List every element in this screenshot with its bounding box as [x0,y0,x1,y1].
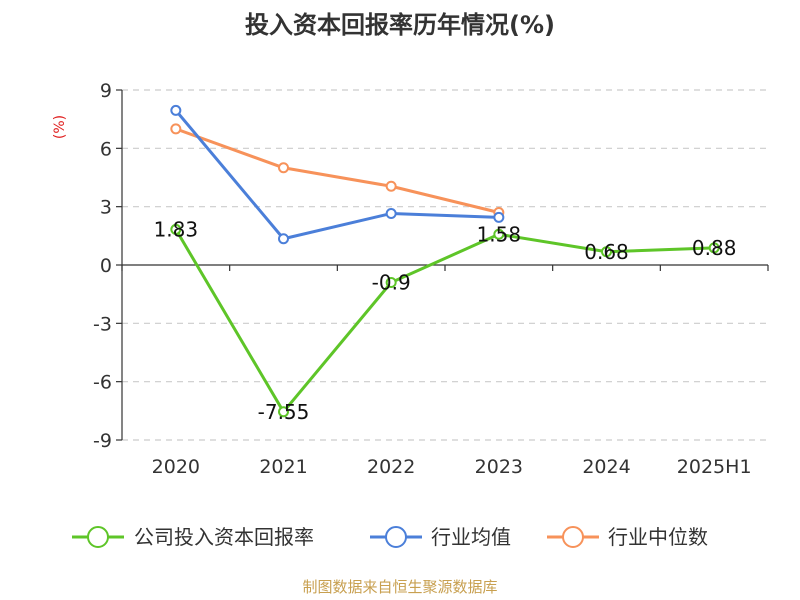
data-label: 0.88 [692,236,737,260]
legend-marker [385,526,407,548]
y-axis-unit: (%) [52,115,68,139]
data-point [385,180,397,192]
series-line [174,109,499,241]
series-line [174,228,715,414]
data-point [278,233,289,245]
source-note: 制图数据来自恒生聚源数据库 [302,578,497,596]
legend-label: 行业中位数 [608,525,708,549]
data-point [385,277,397,288]
legend-marker [87,526,109,548]
y-tick-label: -6 [93,372,112,394]
legend-item: 公司投入资本回报率 [72,525,314,549]
data-label: 1.58 [477,222,522,246]
data-point [493,211,505,223]
legend-label: 行业均值 [431,525,511,549]
series-0 [170,223,720,418]
series-2 [170,123,505,218]
data-labels: 1.83 -7.55 -0.9 1.58 0.68 0.88 [154,217,737,423]
x-tick-label: 2020 [152,456,200,478]
data-point [278,162,289,174]
series-lines [170,104,720,418]
data-point [493,228,505,240]
chart-title: 投入资本回报率历年情况(%) [245,11,555,39]
data-point [170,123,182,135]
series-1 [170,104,505,245]
legend-item: 行业均值 [370,525,511,549]
x-tick-label: 2022 [367,456,415,478]
data-point [278,406,289,418]
x-tick-label: 2024 [582,456,630,478]
y-tick-label: -3 [93,313,112,335]
axes: 9 6 3 0 -3 -6 -9 2020 2021 2022 2023 2024 2025H1 [93,80,769,478]
legend-item: 行业中位数 [547,525,708,549]
data-label: -7.55 [258,400,310,424]
data-point [170,223,182,235]
y-tick-label: 6 [100,138,112,160]
legend-label: 公司投入资本回报率 [134,525,314,549]
series-line [175,127,500,214]
data-point [170,104,182,116]
data-point [708,242,720,254]
data-label: -0.9 [372,271,411,295]
x-tick-label: 2021 [259,456,307,478]
legend: 公司投入资本回报率 行业均值 行业中位数 [72,525,708,549]
legend-marker [562,526,584,548]
data-label: 1.83 [154,217,199,241]
data-point [601,246,612,258]
x-tick-label: 2023 [475,456,523,478]
grid-lines [122,89,768,441]
y-tick-label: 9 [100,80,112,102]
x-tick-label: 2025H1 [677,456,752,478]
y-tick-label: 0 [100,255,112,277]
y-tick-label: -9 [93,430,112,452]
data-label: 0.68 [584,240,629,264]
data-point [385,207,397,219]
y-tick-label: 3 [100,197,112,219]
